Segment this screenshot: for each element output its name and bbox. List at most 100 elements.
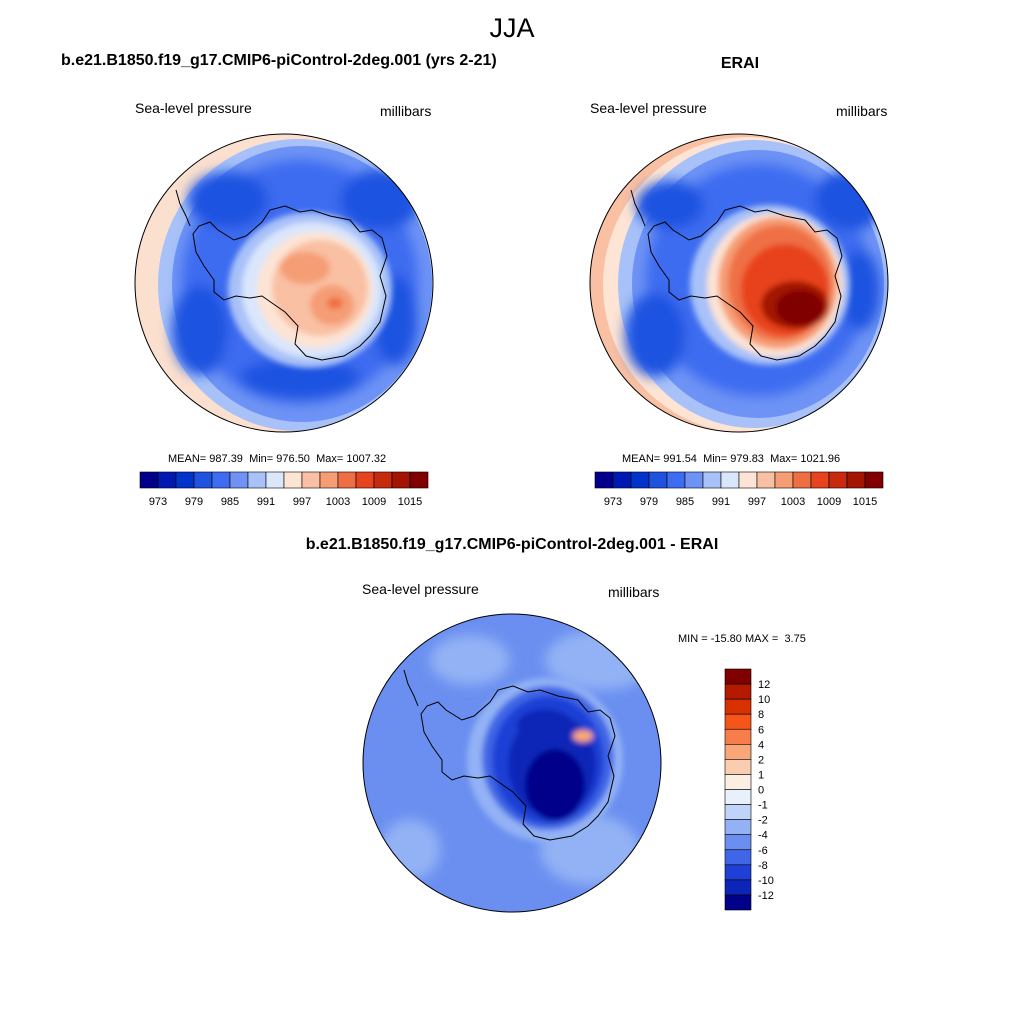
diff-colorbar-swatch — [724, 789, 752, 805]
model-colorbar-swatch — [175, 471, 195, 489]
diff-colorbar-swatch — [724, 668, 752, 685]
obs-colorbar-tick: 1015 — [853, 496, 877, 508]
model-mean-label: MEAN= — [168, 453, 207, 465]
model-polar-map — [134, 133, 434, 433]
diff-colorbar-swatch — [724, 683, 752, 700]
obs-polar-map — [589, 133, 889, 433]
obs-colorbar-swatch — [810, 471, 830, 489]
diff-colorbar-swatch — [724, 698, 752, 715]
diff-colorbar-tick: 0 — [758, 785, 764, 797]
diff-polar-map — [362, 613, 662, 913]
obs-max-label: Max= — [770, 453, 798, 465]
diff-stats: MIN = -15.80 MAX = 3.75 — [678, 633, 806, 645]
diff-max-label: MAX = — [744, 633, 779, 645]
model-map-border — [134, 133, 434, 433]
model-colorbar-swatch — [229, 471, 249, 489]
model-units-label: millibars — [380, 103, 432, 119]
model-colorbar-tick: 1003 — [326, 496, 350, 508]
obs-antarctica-outline — [647, 205, 843, 361]
obs-variable-label: Sea-level pressure — [590, 100, 707, 116]
obs-max-value: 1021.96 — [800, 453, 841, 465]
diff-colorbar-tick: -2 — [758, 815, 768, 827]
model-colorbar-tick: 973 — [149, 496, 167, 508]
diff-colorbar-swatch — [724, 834, 752, 851]
model-colorbar-swatch — [355, 471, 375, 489]
model-colorbar-swatch — [283, 471, 303, 489]
diff-colorbar-tick: 6 — [758, 724, 764, 736]
diff-colorbar-tick: 10 — [758, 694, 770, 706]
obs-min-label: Min= — [703, 453, 728, 465]
model-colorbar-tick: 991 — [257, 496, 275, 508]
model-colorbar-tick: 979 — [185, 496, 203, 508]
diff-panel-title: b.e21.B1850.f19_g17.CMIP6-piControl-2deg… — [305, 536, 719, 553]
obs-mean-label: MEAN= — [622, 453, 661, 465]
model-colorbar-tick: 1015 — [398, 496, 422, 508]
obs-colorbar-swatch — [738, 471, 758, 489]
diff-units-label: millibars — [608, 584, 660, 600]
obs-colorbar-swatch — [846, 471, 866, 489]
model-stats: MEAN= 987.39 Min= 976.50 Max= 1007.32 — [168, 453, 386, 465]
model-colorbar-swatch — [247, 471, 267, 489]
obs-colorbar-swatch — [666, 471, 686, 489]
model-colorbar-swatch — [391, 471, 411, 489]
diff-colorbar-swatch — [724, 819, 752, 835]
diff-colorbar-swatch — [724, 713, 752, 730]
diff-colorbar-swatch — [724, 804, 752, 820]
diff-min-value: -15.80 — [710, 633, 742, 645]
model-colorbar-tick: 997 — [293, 496, 311, 508]
model-colorbar-tick: 985 — [221, 496, 239, 508]
diff-colorbar-swatch — [724, 759, 752, 775]
model-colorbar-swatch — [301, 471, 321, 489]
diff-colorbar-swatch — [724, 728, 752, 745]
model-panel-title: b.e21.B1850.f19_g17.CMIP6-piControl-2deg… — [61, 52, 497, 69]
obs-colorbar-swatch — [792, 471, 812, 489]
obs-colorbar-swatch — [720, 471, 740, 489]
obs-colorbar-swatch — [594, 471, 614, 489]
model-colorbar-swatch — [265, 471, 285, 489]
obs-mean-value: 991.54 — [663, 453, 697, 465]
model-antarctica-outline — [192, 205, 388, 361]
diff-colorbar-tick: 2 — [758, 754, 764, 766]
obs-colorbar-tick: 997 — [748, 496, 766, 508]
obs-colorbar-tick: 991 — [712, 496, 730, 508]
obs-colorbar-swatch — [648, 471, 668, 489]
diff-colorbar-tick: -12 — [758, 890, 774, 902]
obs-colorbar-swatch — [864, 471, 884, 489]
diff-colorbar-tick: -6 — [758, 845, 768, 857]
model-max-value: 1007.32 — [346, 453, 387, 465]
obs-colorbar-swatch — [684, 471, 704, 489]
diff-antarctica-outline — [420, 685, 616, 841]
diff-colorbar-tick: -4 — [758, 830, 768, 842]
diff-colorbar-swatch — [724, 774, 752, 790]
obs-colorbar-swatch — [702, 471, 722, 489]
model-min-value: 976.50 — [276, 453, 310, 465]
obs-panel-title: ERAI — [720, 55, 760, 72]
diff-colorbar-tick: -1 — [758, 800, 768, 812]
diff-colorbar-swatch — [724, 744, 752, 760]
diff-colorbar-swatch — [724, 894, 752, 911]
model-colorbar-swatch — [337, 471, 357, 489]
obs-colorbar-tick: 973 — [604, 496, 622, 508]
diff-colorbar-swatch — [724, 864, 752, 881]
obs-colorbar-swatch — [756, 471, 776, 489]
diff-colorbar-tick: 1 — [758, 769, 764, 781]
model-colorbar-swatch — [193, 471, 213, 489]
model-variable-label: Sea-level pressure — [135, 100, 252, 116]
obs-colorbar-tick: 1009 — [817, 496, 841, 508]
diff-colorbar-tick: 12 — [758, 679, 770, 691]
diff-max-value: 3.75 — [784, 633, 806, 645]
obs-units-label: millibars — [836, 103, 888, 119]
model-colorbar-swatch — [139, 471, 159, 489]
model-mean-value: 987.39 — [209, 453, 243, 465]
model-colorbar-swatch — [373, 471, 393, 489]
model-min-label: Min= — [249, 453, 274, 465]
model-colorbar-swatch — [319, 471, 339, 489]
diff-colorbar-tick: -8 — [758, 860, 768, 872]
diff-colorbar-tick: 4 — [758, 739, 764, 751]
diff-map-border — [362, 613, 662, 913]
obs-stats: MEAN= 991.54 Min= 979.83 Max= 1021.96 — [622, 453, 840, 465]
model-colorbar-swatch — [211, 471, 231, 489]
obs-colorbar-swatch — [774, 471, 794, 489]
